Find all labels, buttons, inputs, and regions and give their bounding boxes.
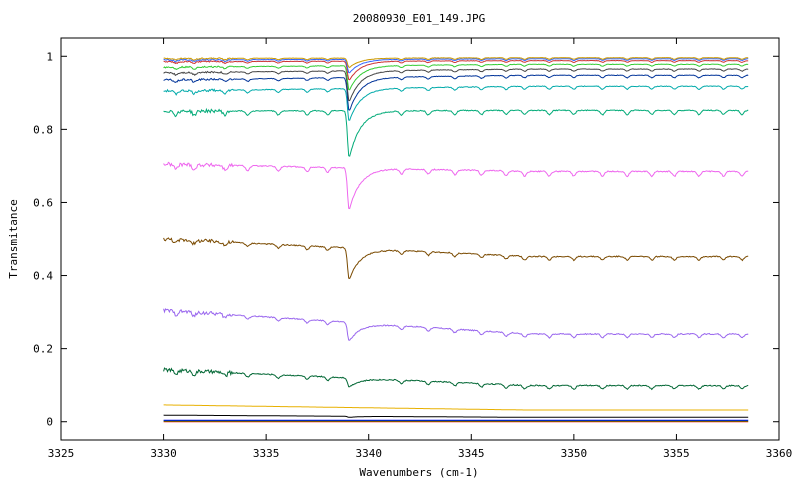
- x-tick-label: 3325: [48, 447, 75, 460]
- y-tick-label: 0: [46, 416, 53, 429]
- series-line: [163, 308, 749, 341]
- series-layer: [163, 57, 749, 423]
- series-line: [163, 85, 749, 121]
- y-tick-label: 0.8: [33, 123, 53, 136]
- x-tick-label: 3335: [253, 447, 280, 460]
- series-line: [163, 367, 749, 391]
- series-line: [163, 404, 749, 411]
- y-tick-label: 0.6: [33, 196, 53, 209]
- series-line: [163, 57, 749, 68]
- chart-title: 20080930_E01_149.JPG: [353, 12, 485, 25]
- series-line: [163, 237, 749, 279]
- y-tick-label: 1: [46, 50, 53, 63]
- x-axis-label: Wavenumbers (cm-1): [359, 466, 478, 479]
- series-line: [163, 74, 749, 111]
- series-line: [163, 63, 749, 91]
- y-tick-label: 0.2: [33, 343, 53, 356]
- x-tick-label: 3330: [150, 447, 177, 460]
- series-line: [163, 58, 749, 74]
- series-line: [163, 161, 749, 210]
- x-tick-label: 3360: [766, 447, 793, 460]
- x-tick-label: 3340: [355, 447, 382, 460]
- y-axis-label: Transmitance: [7, 199, 20, 278]
- x-tick-label: 3350: [561, 447, 588, 460]
- series-line: [163, 59, 749, 81]
- x-tick-label: 3355: [663, 447, 690, 460]
- series-line: [163, 68, 749, 102]
- series-line: [163, 414, 749, 418]
- plot-frame: [60, 37, 780, 441]
- ticks-layer: 3325 3330 3335 3340 3345 3350 3355 3360 0 0.2 0.4 0…: [33, 38, 792, 460]
- y-tick-label: 0.4: [33, 270, 53, 283]
- x-tick-label: 3345: [458, 447, 485, 460]
- series-line: [163, 107, 749, 157]
